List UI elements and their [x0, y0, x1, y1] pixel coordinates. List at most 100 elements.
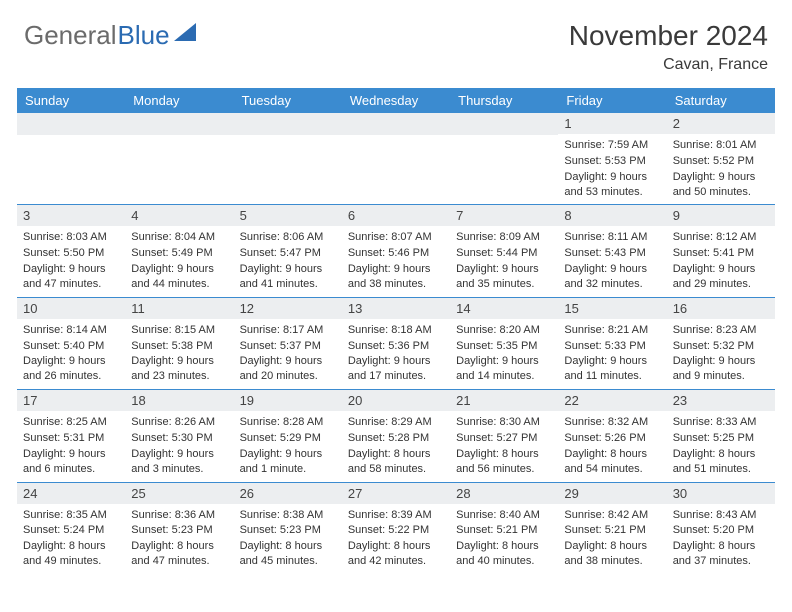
weekday-header-row: SundayMondayTuesdayWednesdayThursdayFrid… — [17, 88, 775, 113]
day-data: Sunrise: 8:03 AMSunset: 5:50 PMDaylight:… — [17, 226, 125, 296]
calendar-week-row: 24Sunrise: 8:35 AMSunset: 5:24 PMDayligh… — [17, 482, 775, 574]
logo-text-grey: General — [24, 20, 117, 51]
day-number: 13 — [342, 298, 450, 319]
sunset-text: Sunset: 5:26 PM — [564, 431, 660, 446]
calendar-day-cell — [125, 113, 233, 205]
sunrise-text: Sunrise: 8:33 AM — [673, 415, 769, 430]
daylight-text: Daylight: 9 hours and 17 minutes. — [348, 354, 444, 384]
sunset-text: Sunset: 5:32 PM — [673, 339, 769, 354]
sunrise-text: Sunrise: 7:59 AM — [564, 138, 660, 153]
sunset-text: Sunset: 5:24 PM — [23, 523, 119, 538]
calendar-day-cell: 6Sunrise: 8:07 AMSunset: 5:46 PMDaylight… — [342, 205, 450, 297]
day-number: 28 — [450, 483, 558, 504]
day-data: Sunrise: 8:21 AMSunset: 5:33 PMDaylight:… — [558, 319, 666, 389]
calendar-day-cell: 18Sunrise: 8:26 AMSunset: 5:30 PMDayligh… — [125, 390, 233, 482]
calendar-day-cell: 13Sunrise: 8:18 AMSunset: 5:36 PMDayligh… — [342, 297, 450, 389]
sunrise-text: Sunrise: 8:29 AM — [348, 415, 444, 430]
daylight-text: Daylight: 9 hours and 50 minutes. — [673, 170, 769, 200]
calendar-day-cell — [342, 113, 450, 205]
sunrise-text: Sunrise: 8:06 AM — [240, 230, 336, 245]
sunset-text: Sunset: 5:21 PM — [564, 523, 660, 538]
calendar-body: 1Sunrise: 7:59 AMSunset: 5:53 PMDaylight… — [17, 113, 775, 574]
calendar-day-cell: 1 Sunrise: 7:59 AMSunset: 5:53 PMDaylight… — [558, 113, 666, 205]
calendar-day-cell: 27Sunrise: 8:39 AMSunset: 5:22 PMDayligh… — [342, 482, 450, 574]
calendar-day-cell: 30Sunrise: 8:43 AMSunset: 5:20 PMDayligh… — [667, 482, 775, 574]
sunrise-text: Sunrise: 8:25 AM — [23, 415, 119, 430]
calendar-day-cell: 28Sunrise: 8:40 AMSunset: 5:21 PMDayligh… — [450, 482, 558, 574]
day-number — [17, 113, 125, 135]
sunset-text: Sunset: 5:40 PM — [23, 339, 119, 354]
day-data: Sunrise: 8:35 AMSunset: 5:24 PMDaylight:… — [17, 504, 125, 574]
day-data: Sunrise: 8:14 AMSunset: 5:40 PMDaylight:… — [17, 319, 125, 389]
day-data: Sunrise: 8:09 AMSunset: 5:44 PMDaylight:… — [450, 226, 558, 296]
day-data: Sunrise: 8:39 AMSunset: 5:22 PMDaylight:… — [342, 504, 450, 574]
day-data: Sunrise: 8:26 AMSunset: 5:30 PMDaylight:… — [125, 411, 233, 481]
day-number: 7 — [450, 205, 558, 226]
sunset-text: Sunset: 5:44 PM — [456, 246, 552, 261]
daylight-text: Daylight: 8 hours and 42 minutes. — [348, 539, 444, 569]
sunset-text: Sunset: 5:23 PM — [131, 523, 227, 538]
sunset-text: Sunset: 5:31 PM — [23, 431, 119, 446]
daylight-text: Daylight: 9 hours and 29 minutes. — [673, 262, 769, 292]
daylight-text: Daylight: 9 hours and 53 minutes. — [564, 170, 660, 200]
sunset-text: Sunset: 5:36 PM — [348, 339, 444, 354]
sunset-text: Sunset: 5:25 PM — [673, 431, 769, 446]
sunrise-text: Sunrise: 8:07 AM — [348, 230, 444, 245]
sunrise-text: Sunrise: 8:35 AM — [23, 508, 119, 523]
sunrise-text: Sunrise: 8:39 AM — [348, 508, 444, 523]
day-number: 12 — [234, 298, 342, 319]
day-number: 1 — [558, 113, 666, 134]
sunset-text: Sunset: 5:47 PM — [240, 246, 336, 261]
sunset-text: Sunset: 5:38 PM — [131, 339, 227, 354]
daylight-text: Daylight: 8 hours and 45 minutes. — [240, 539, 336, 569]
sunset-text: Sunset: 5:35 PM — [456, 339, 552, 354]
day-number: 25 — [125, 483, 233, 504]
weekday-header: Tuesday — [234, 88, 342, 113]
sunset-text: Sunset: 5:27 PM — [456, 431, 552, 446]
calendar-day-cell: 3Sunrise: 8:03 AMSunset: 5:50 PMDaylight… — [17, 205, 125, 297]
day-data: Sunrise: 8:30 AMSunset: 5:27 PMDaylight:… — [450, 411, 558, 481]
daylight-text: Daylight: 9 hours and 44 minutes. — [131, 262, 227, 292]
sunrise-text: Sunrise: 8:14 AM — [23, 323, 119, 338]
sunrise-text: Sunrise: 8:17 AM — [240, 323, 336, 338]
day-number: 24 — [17, 483, 125, 504]
calendar-day-cell: 22Sunrise: 8:32 AMSunset: 5:26 PMDayligh… — [558, 390, 666, 482]
day-number: 27 — [342, 483, 450, 504]
sunrise-text: Sunrise: 8:40 AM — [456, 508, 552, 523]
sunset-text: Sunset: 5:43 PM — [564, 246, 660, 261]
day-number: 3 — [17, 205, 125, 226]
calendar-day-cell: 12 Sunrise: 8:17 AMSunset: 5:37 PMDayligh… — [234, 297, 342, 389]
day-data: Sunrise: 8:01 AMSunset: 5:52 PMDaylight:… — [667, 134, 775, 204]
day-number: 4 — [125, 205, 233, 226]
sunset-text: Sunset: 5:53 PM — [564, 154, 660, 169]
day-data: Sunrise: 8:29 AMSunset: 5:28 PMDaylight:… — [342, 411, 450, 481]
sunset-text: Sunset: 5:33 PM — [564, 339, 660, 354]
daylight-text: Daylight: 9 hours and 1 minute. — [240, 447, 336, 477]
sunset-text: Sunset: 5:30 PM — [131, 431, 227, 446]
day-data: Sunrise: 8:11 AMSunset: 5:43 PMDaylight:… — [558, 226, 666, 296]
sunrise-text: Sunrise: 8:21 AM — [564, 323, 660, 338]
sunrise-text: Sunrise: 8:42 AM — [564, 508, 660, 523]
daylight-text: Daylight: 9 hours and 6 minutes. — [23, 447, 119, 477]
day-number: 5 — [234, 205, 342, 226]
day-number: 9 — [667, 205, 775, 226]
sunset-text: Sunset: 5:41 PM — [673, 246, 769, 261]
day-data: Sunrise: 8:23 AMSunset: 5:32 PMDaylight:… — [667, 319, 775, 389]
calendar-week-row: 3Sunrise: 8:03 AMSunset: 5:50 PMDaylight… — [17, 205, 775, 297]
day-data: Sunrise: 8:18 AMSunset: 5:36 PMDaylight:… — [342, 319, 450, 389]
daylight-text: Daylight: 9 hours and 20 minutes. — [240, 354, 336, 384]
sunrise-text: Sunrise: 8:12 AM — [673, 230, 769, 245]
day-data: Sunrise: 8:25 AMSunset: 5:31 PMDaylight:… — [17, 411, 125, 481]
day-data: Sunrise: 8:43 AMSunset: 5:20 PMDaylight:… — [667, 504, 775, 574]
sunset-text: Sunset: 5:52 PM — [673, 154, 769, 169]
sunset-text: Sunset: 5:37 PM — [240, 339, 336, 354]
calendar-day-cell: 2Sunrise: 8:01 AMSunset: 5:52 PMDaylight… — [667, 113, 775, 205]
sunrise-text: Sunrise: 8:04 AM — [131, 230, 227, 245]
daylight-text: Daylight: 9 hours and 41 minutes. — [240, 262, 336, 292]
sunset-text: Sunset: 5:29 PM — [240, 431, 336, 446]
daylight-text: Daylight: 8 hours and 47 minutes. — [131, 539, 227, 569]
daylight-text: Daylight: 8 hours and 51 minutes. — [673, 447, 769, 477]
logo-triangle-icon — [174, 23, 196, 41]
day-number: 11 — [125, 298, 233, 319]
calendar-day-cell: 10Sunrise: 8:14 AMSunset: 5:40 PMDayligh… — [17, 297, 125, 389]
